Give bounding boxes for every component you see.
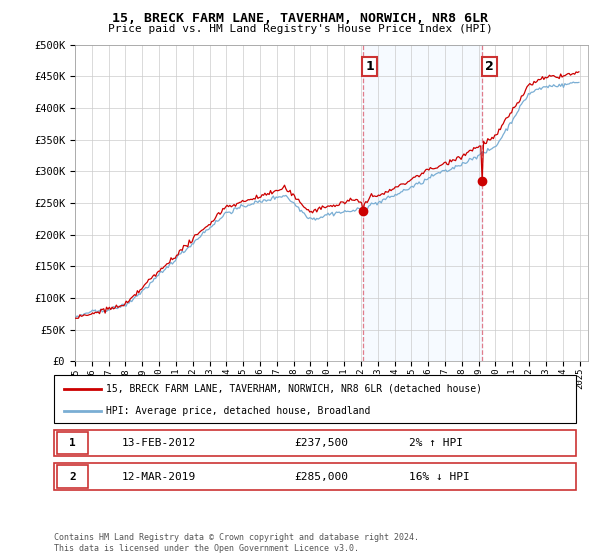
- Bar: [363, 45, 482, 361]
- FancyBboxPatch shape: [56, 432, 88, 454]
- FancyBboxPatch shape: [54, 430, 576, 456]
- Text: 13-FEB-2012: 13-FEB-2012: [122, 438, 196, 448]
- Text: Contains HM Land Registry data © Crown copyright and database right 2024.
This d: Contains HM Land Registry data © Crown c…: [54, 533, 419, 553]
- Text: 15, BRECK FARM LANE, TAVERHAM, NORWICH, NR8 6LR (detached house): 15, BRECK FARM LANE, TAVERHAM, NORWICH, …: [106, 384, 482, 394]
- FancyBboxPatch shape: [54, 463, 576, 490]
- Text: 1: 1: [69, 438, 76, 448]
- Text: Price paid vs. HM Land Registry's House Price Index (HPI): Price paid vs. HM Land Registry's House …: [107, 24, 493, 34]
- Text: 2: 2: [69, 472, 76, 482]
- Text: 1: 1: [365, 60, 374, 73]
- Text: 15, BRECK FARM LANE, TAVERHAM, NORWICH, NR8 6LR: 15, BRECK FARM LANE, TAVERHAM, NORWICH, …: [112, 12, 488, 25]
- Text: 2% ↑ HPI: 2% ↑ HPI: [409, 438, 463, 448]
- FancyBboxPatch shape: [56, 465, 88, 488]
- Text: 16% ↓ HPI: 16% ↓ HPI: [409, 472, 470, 482]
- Text: HPI: Average price, detached house, Broadland: HPI: Average price, detached house, Broa…: [106, 406, 371, 416]
- Text: £285,000: £285,000: [294, 472, 348, 482]
- Text: £237,500: £237,500: [294, 438, 348, 448]
- Text: 12-MAR-2019: 12-MAR-2019: [122, 472, 196, 482]
- Text: 2: 2: [485, 60, 493, 73]
- FancyBboxPatch shape: [54, 375, 576, 423]
